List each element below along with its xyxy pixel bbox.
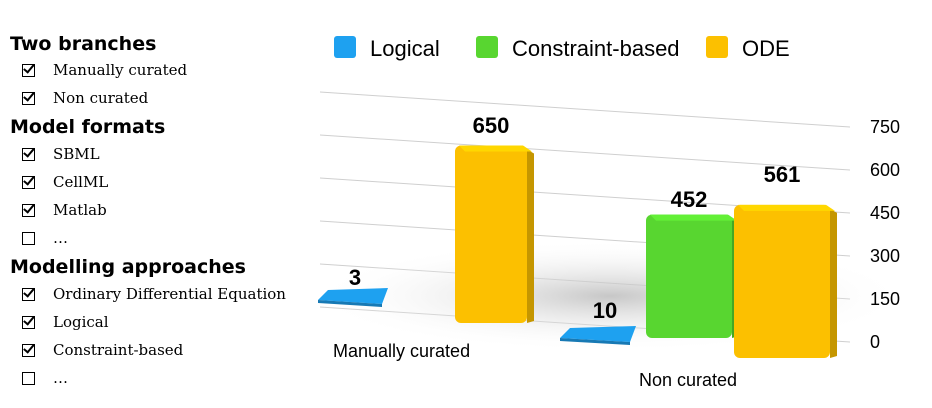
checklist-item: Non curated: [22, 87, 148, 109]
bar-chart: 0 150 300 450 600 750 3 650 10 452 561 Manually c…: [310, 36, 910, 390]
legend-label: ODE: [742, 36, 790, 61]
data-label: 3: [349, 265, 361, 290]
checked-checkbox-icon: [22, 175, 35, 189]
section-title: Two branches: [10, 33, 157, 55]
checklist-item: Matlab: [22, 199, 107, 221]
y-tick-label: 600: [870, 160, 900, 180]
legend-item: Constraint-based: [476, 36, 680, 61]
data-label: 561: [764, 162, 801, 187]
category-labels: Manually curated Non curated: [333, 341, 737, 390]
y-tick-label: 300: [870, 246, 900, 266]
y-axis-ticks: 0 150 300 450 600 750: [870, 117, 900, 352]
checklist-item-label: SBML: [53, 145, 100, 163]
checklist-item: Manually curated: [22, 59, 187, 81]
checked-checkbox-icon: [22, 147, 35, 161]
legend-swatch: [706, 36, 728, 58]
gridline: [319, 134, 851, 171]
checklist-item-label: …: [53, 229, 68, 247]
checked-checkbox-icon: [22, 343, 35, 357]
checklist-item-label: Matlab: [53, 201, 107, 219]
empty-checkbox-icon: [22, 231, 35, 245]
x-category-label: Non curated: [639, 370, 737, 390]
data-labels: 3 650 10 452 561: [349, 113, 800, 323]
checklist-item: …: [22, 227, 68, 249]
gridline: [319, 91, 851, 128]
legend-label: Logical: [370, 36, 440, 61]
checked-checkbox-icon: [22, 287, 35, 301]
checklist-item: CellML: [22, 171, 108, 193]
bar: [318, 288, 388, 307]
legend-item: ODE: [706, 36, 790, 61]
data-label: 10: [593, 298, 617, 323]
checked-checkbox-icon: [22, 315, 35, 329]
checklist-item: Ordinary Differential Equation: [22, 283, 286, 305]
legend-swatch: [476, 36, 498, 58]
x-category-label: Manually curated: [333, 341, 470, 361]
legend-label: Constraint-based: [512, 36, 680, 61]
empty-checkbox-icon: [22, 371, 35, 385]
y-tick-label: 150: [870, 289, 900, 309]
checked-checkbox-icon: [22, 91, 35, 105]
legend-swatch: [334, 36, 356, 58]
checklist-item-label: Logical: [53, 313, 109, 331]
checklist-item-label: Constraint-based: [53, 341, 184, 359]
legend: Logical Constraint-based ODE: [334, 36, 790, 61]
bar: [646, 214, 739, 338]
section-title: Model formats: [10, 116, 166, 138]
y-tick-label: 0: [870, 332, 880, 352]
section-title: Modelling approaches: [10, 256, 246, 278]
bar: [560, 326, 636, 345]
bars: [318, 145, 837, 358]
checklist-item: Logical: [22, 311, 109, 333]
checklist-item-label: CellML: [53, 173, 109, 191]
bar: [455, 145, 534, 323]
checklist-item-label: Non curated: [53, 89, 149, 107]
y-tick-label: 750: [870, 117, 900, 137]
bar: [734, 204, 837, 358]
checklist-item: Constraint-based: [22, 339, 183, 361]
data-label: 452: [671, 187, 708, 212]
checked-checkbox-icon: [22, 203, 35, 217]
checklist-item-label: Manually curated: [53, 61, 188, 79]
filter-panel: Two branches Manually curated Non curated M…: [0, 0, 310, 408]
legend-item: Logical: [334, 36, 440, 61]
checked-checkbox-icon: [22, 63, 35, 77]
checklist-item: SBML: [22, 143, 100, 165]
checklist-item-label: Ordinary Differential Equation: [53, 285, 286, 303]
checklist-item: …: [22, 367, 68, 389]
data-label: 650: [473, 113, 510, 138]
checklist-item-label: …: [53, 369, 68, 387]
y-tick-label: 450: [870, 203, 900, 223]
